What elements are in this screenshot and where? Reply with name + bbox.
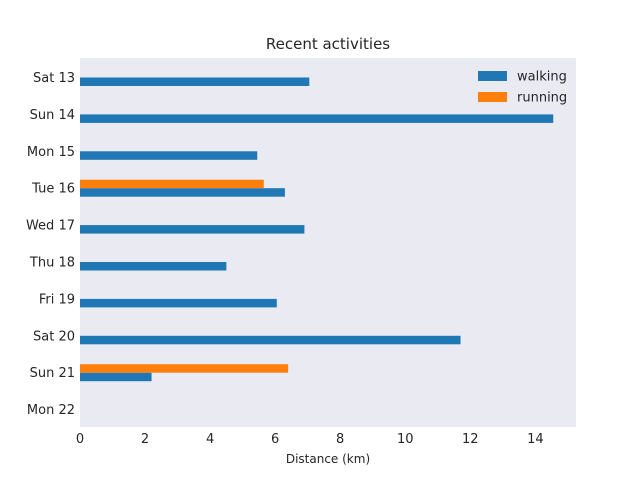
- y-tick-label: Sun 14: [30, 108, 75, 123]
- bar-walking-3: [80, 188, 285, 197]
- x-tick-label: 2: [141, 432, 149, 447]
- x-tick-label: 14: [527, 432, 544, 447]
- x-tick-label: 10: [397, 432, 414, 447]
- bar-walking-4: [80, 225, 305, 234]
- legend-swatch-walking: [478, 71, 507, 81]
- legend-label-running: running: [517, 91, 567, 106]
- y-tick-label: Sun 21: [30, 366, 75, 381]
- bar-walking-5: [80, 262, 227, 271]
- bar-running-3: [80, 179, 264, 189]
- y-tick-label: Sat 20: [33, 329, 75, 344]
- y-tick-label: Mon 15: [27, 145, 75, 160]
- bar-walking-1: [80, 114, 554, 123]
- bar-walking-8: [80, 372, 152, 382]
- y-tick-label: Mon 22: [27, 403, 75, 418]
- y-tick-label: Fri 19: [39, 292, 75, 307]
- x-tick-label: 12: [462, 432, 479, 447]
- bar-walking-0: [80, 77, 310, 86]
- chart-title: Recent activities: [266, 35, 390, 53]
- y-tick-label: Sat 13: [33, 71, 75, 86]
- x-tick-label: 8: [336, 432, 344, 447]
- x-axis-label: Distance (km): [286, 452, 370, 466]
- bar-walking-2: [80, 151, 258, 160]
- bar-running-8: [80, 364, 289, 373]
- x-tick-label: 0: [76, 432, 84, 447]
- y-tick-label: Wed 17: [26, 219, 75, 234]
- y-tick-label: Tue 16: [31, 182, 75, 197]
- legend-label-walking: walking: [517, 70, 567, 85]
- y-tick-label: Thu 18: [29, 256, 75, 271]
- legend-swatch-running: [478, 92, 507, 102]
- x-tick-labels: 0 2 4 6 8 10 12 14: [76, 432, 544, 447]
- x-tick-label: 4: [206, 432, 214, 447]
- bars-group: [80, 77, 554, 382]
- bar-walking-7: [80, 335, 461, 345]
- x-tick-label: 6: [271, 432, 279, 447]
- legend: walking running: [478, 70, 567, 106]
- bar-walking-6: [80, 298, 277, 308]
- y-tick-labels: Sat 13 Sun 14 Mon 15 Tue 16 Wed 17 Thu 18 Fri …: [26, 71, 75, 418]
